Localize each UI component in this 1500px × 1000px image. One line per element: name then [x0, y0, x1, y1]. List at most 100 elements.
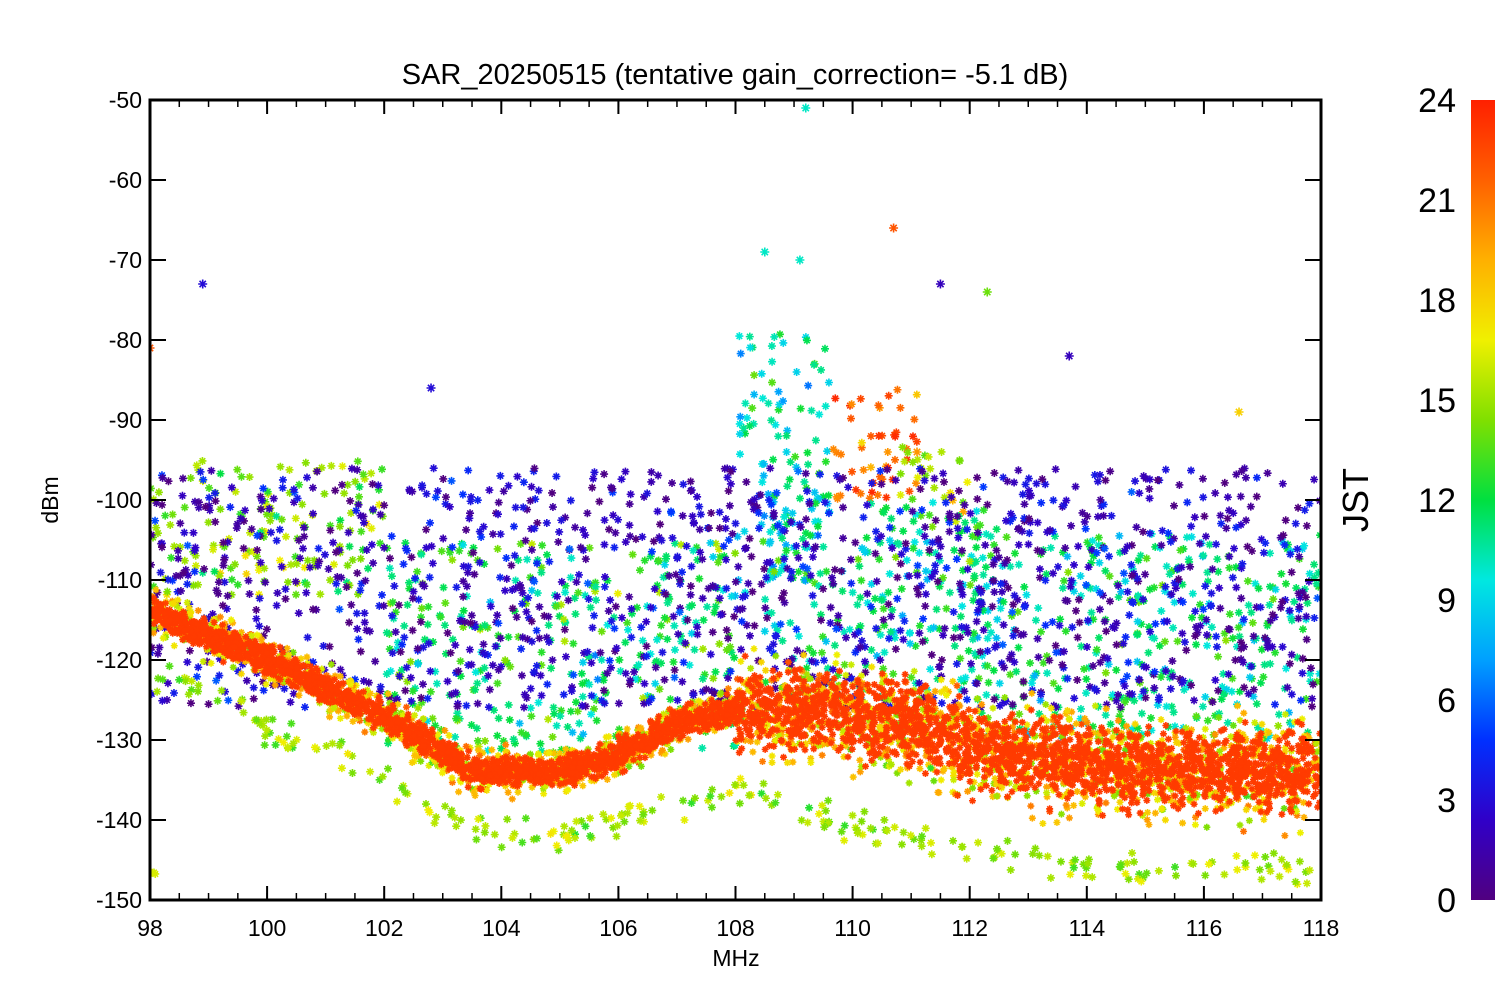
- scatter-point: [199, 475, 208, 484]
- scatter-point: [469, 548, 478, 557]
- noise-floor-point: [1043, 783, 1051, 791]
- scatter-point: [523, 635, 532, 644]
- scatter-point: [1112, 640, 1121, 649]
- scatter-point: [806, 531, 815, 540]
- scatter-point: [766, 527, 775, 536]
- scatter-point: [168, 510, 177, 519]
- scatter-point: [501, 656, 510, 665]
- scatter-point: [1217, 519, 1226, 528]
- scatter-point: [390, 691, 399, 700]
- scatter-point: [266, 528, 275, 537]
- scatter-point: [374, 481, 383, 490]
- scatter-point: [730, 653, 739, 662]
- scatter-point: [406, 673, 415, 682]
- scatter-point: [1314, 568, 1321, 577]
- scatter-point: [1041, 480, 1050, 489]
- scatter-point: [832, 471, 841, 480]
- scatter-point: [277, 515, 286, 524]
- scatter-point: [414, 595, 423, 604]
- noise-floor-point: [892, 700, 900, 708]
- scatter-point: [890, 823, 899, 832]
- noise-floor-point: [684, 705, 692, 713]
- scatter-point: [945, 588, 954, 597]
- noise-floor-point: [150, 629, 157, 637]
- scatter-point: [262, 625, 271, 634]
- scatter-point: [937, 699, 946, 708]
- scatter-point: [627, 609, 636, 618]
- scatter-point: [639, 694, 648, 703]
- scatter-point: [1094, 633, 1103, 642]
- scatter-point: [749, 419, 758, 428]
- noise-floor-point: [922, 752, 930, 760]
- scatter-point: [754, 656, 763, 665]
- scatter-point: [176, 571, 185, 580]
- scatter-point: [887, 612, 896, 621]
- scatter-point: [996, 604, 1005, 613]
- noise-floor-point: [747, 664, 755, 672]
- scatter-point: [958, 546, 967, 555]
- scatter-point: [1278, 537, 1287, 546]
- scatter-point: [1254, 723, 1262, 732]
- scatter-point: [931, 561, 940, 570]
- scatter-point: [886, 627, 895, 636]
- scatter-point: [954, 533, 963, 542]
- scatter-point: [1084, 563, 1093, 572]
- scatter-point: [1038, 475, 1047, 484]
- scatter-point: [428, 714, 437, 723]
- scatter-point: [847, 674, 856, 683]
- scatter-point: [295, 480, 304, 489]
- scatter-point: [1296, 593, 1305, 602]
- scatter-point: [969, 629, 978, 638]
- scatter-point: [418, 680, 427, 689]
- scatter-point: [950, 546, 959, 555]
- scatter-point: [1222, 685, 1231, 694]
- scatter-point: [574, 588, 583, 597]
- scatter-point: [624, 625, 633, 634]
- scatter-point: [1162, 562, 1171, 571]
- scatter-point: [778, 534, 787, 543]
- scatter-point: [413, 644, 422, 653]
- scatter-point: [557, 577, 566, 586]
- scatter-point: [1087, 546, 1096, 555]
- noise-floor-point: [1126, 756, 1134, 764]
- scatter-point: [1224, 670, 1233, 679]
- noise-floor-point: [391, 710, 399, 718]
- scatter-point: [214, 578, 223, 587]
- scatter-point: [698, 555, 707, 564]
- scatter-point: [379, 601, 388, 610]
- scatter-point: [1026, 659, 1035, 668]
- scatter-point: [1268, 642, 1277, 651]
- scatter-point: [260, 741, 269, 750]
- scatter-point: [469, 543, 478, 552]
- scatter-point: [441, 493, 450, 502]
- scatter-point: [277, 562, 286, 571]
- scatter-point: [165, 662, 174, 671]
- noise-floor-point: [1296, 829, 1304, 837]
- scatter-point: [611, 602, 620, 611]
- scatter-point: [1074, 542, 1083, 551]
- scatter-point: [997, 659, 1006, 668]
- scatter-point: [1203, 641, 1212, 650]
- scatter-point: [553, 592, 562, 601]
- scatter-point: [706, 650, 715, 659]
- scatter-point: [591, 587, 600, 596]
- scatter-point: [893, 573, 902, 582]
- scatter-point: [413, 660, 422, 669]
- noise-floor-point: [661, 750, 669, 758]
- scatter-point: [918, 467, 927, 476]
- noise-floor-point: [1081, 793, 1089, 801]
- scatter-point: [936, 542, 945, 551]
- scatter-point: [657, 659, 666, 668]
- scatter-point: [968, 635, 977, 644]
- noise-floor-point: [923, 689, 931, 697]
- scatter-point: [905, 487, 914, 496]
- scatter-point: [1171, 584, 1180, 593]
- scatter-point: [518, 588, 527, 597]
- scatter-point: [347, 600, 356, 609]
- noise-floor-point: [787, 716, 795, 724]
- scatter-point: [1249, 632, 1258, 641]
- scatter-point: [940, 624, 949, 633]
- noise-floor-point: [1158, 805, 1166, 813]
- scatter-point: [723, 464, 732, 473]
- scatter-point: [834, 611, 843, 620]
